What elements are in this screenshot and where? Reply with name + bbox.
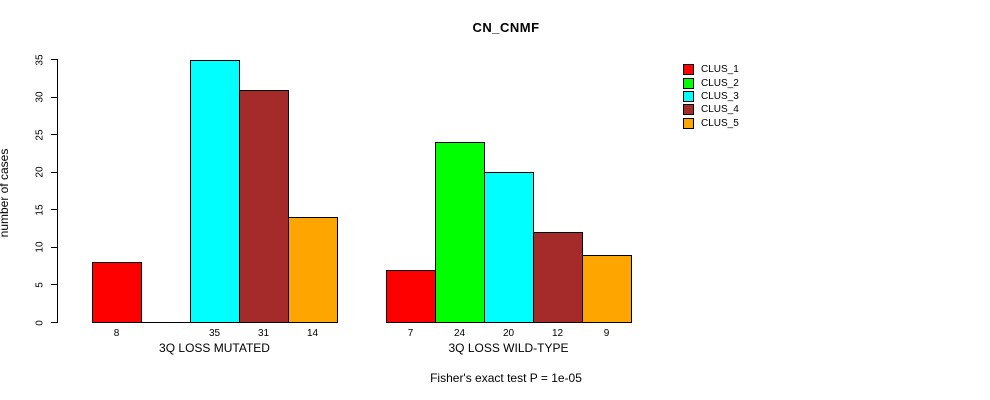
legend-swatch [683,64,694,76]
y-tick-label: 10 [34,241,46,253]
fisher-test-annotation: Fisher's exact test P = 1e-05 [430,371,582,385]
legend-swatch [683,77,694,89]
legend-label: CLUS_3 [701,90,739,102]
legend-item-clus_5: CLUS_5 [683,117,739,130]
y-tick [51,134,57,136]
y-tick-label: 35 [34,53,46,66]
legend-item-clus_4: CLUS_4 [683,103,739,116]
y-axis-label: number of cases [0,148,11,238]
y-tick [51,246,57,248]
y-tick [51,171,57,173]
bar-clus_4-group1 [239,89,289,323]
bar-value-label: 9 [603,328,610,339]
legend-swatch [683,117,694,129]
bar-clus_5-group2 [582,254,632,323]
y-axis-line [57,59,58,323]
bar-value-label: 12 [551,328,564,339]
bar-value-label: 35 [208,328,221,339]
bar-value-label: 8 [113,328,120,339]
y-tick-label: 5 [34,282,46,288]
legend-item-clus_3: CLUS_3 [683,90,739,103]
bar-value-label: 14 [306,328,319,339]
y-tick [51,284,57,286]
y-tick [51,322,57,323]
y-tick-label: 15 [34,204,46,216]
bar-clus_2-group2 [435,142,485,323]
group-label-wild-type: 3Q LOSS WILD-TYPE [448,341,569,355]
y-tick [51,96,57,98]
legend-item-clus_2: CLUS_2 [683,76,739,89]
legend-label: CLUS_5 [701,117,739,129]
group-label-mutated: 3Q LOSS MUTATED [159,341,270,355]
bar-value-label: 20 [502,328,515,339]
legend-swatch [683,104,694,116]
bar-clus_3-group2 [484,172,534,323]
bar-clus_1-group2 [386,269,436,323]
legend-item-clus_1: CLUS_1 [683,63,739,76]
y-tick-label: 30 [34,91,46,103]
bar-value-label: 24 [453,328,466,339]
legend-label: CLUS_1 [701,64,739,76]
bar-value-label: 31 [257,328,270,339]
bar-clus_4-group2 [533,232,583,323]
legend-label: CLUS_2 [701,77,739,89]
bar-value-label: 7 [407,328,414,339]
bar-clus_5-group1 [288,217,338,323]
legend: CLUS_1 CLUS_2 CLUS_3 CLUS_4 CLUS_5 [683,63,739,130]
bar-clus_3-group1 [190,59,240,323]
bar-clus_1-group1 [92,262,142,323]
y-tick [51,209,57,211]
y-tick-label: 0 [34,319,46,326]
y-tick-label: 20 [34,166,46,178]
y-tick-label: 25 [34,129,46,141]
legend-swatch [683,90,694,102]
legend-label: CLUS_4 [701,104,739,116]
y-tick [51,59,57,60]
chart-title: CN_CNMF [472,20,540,35]
